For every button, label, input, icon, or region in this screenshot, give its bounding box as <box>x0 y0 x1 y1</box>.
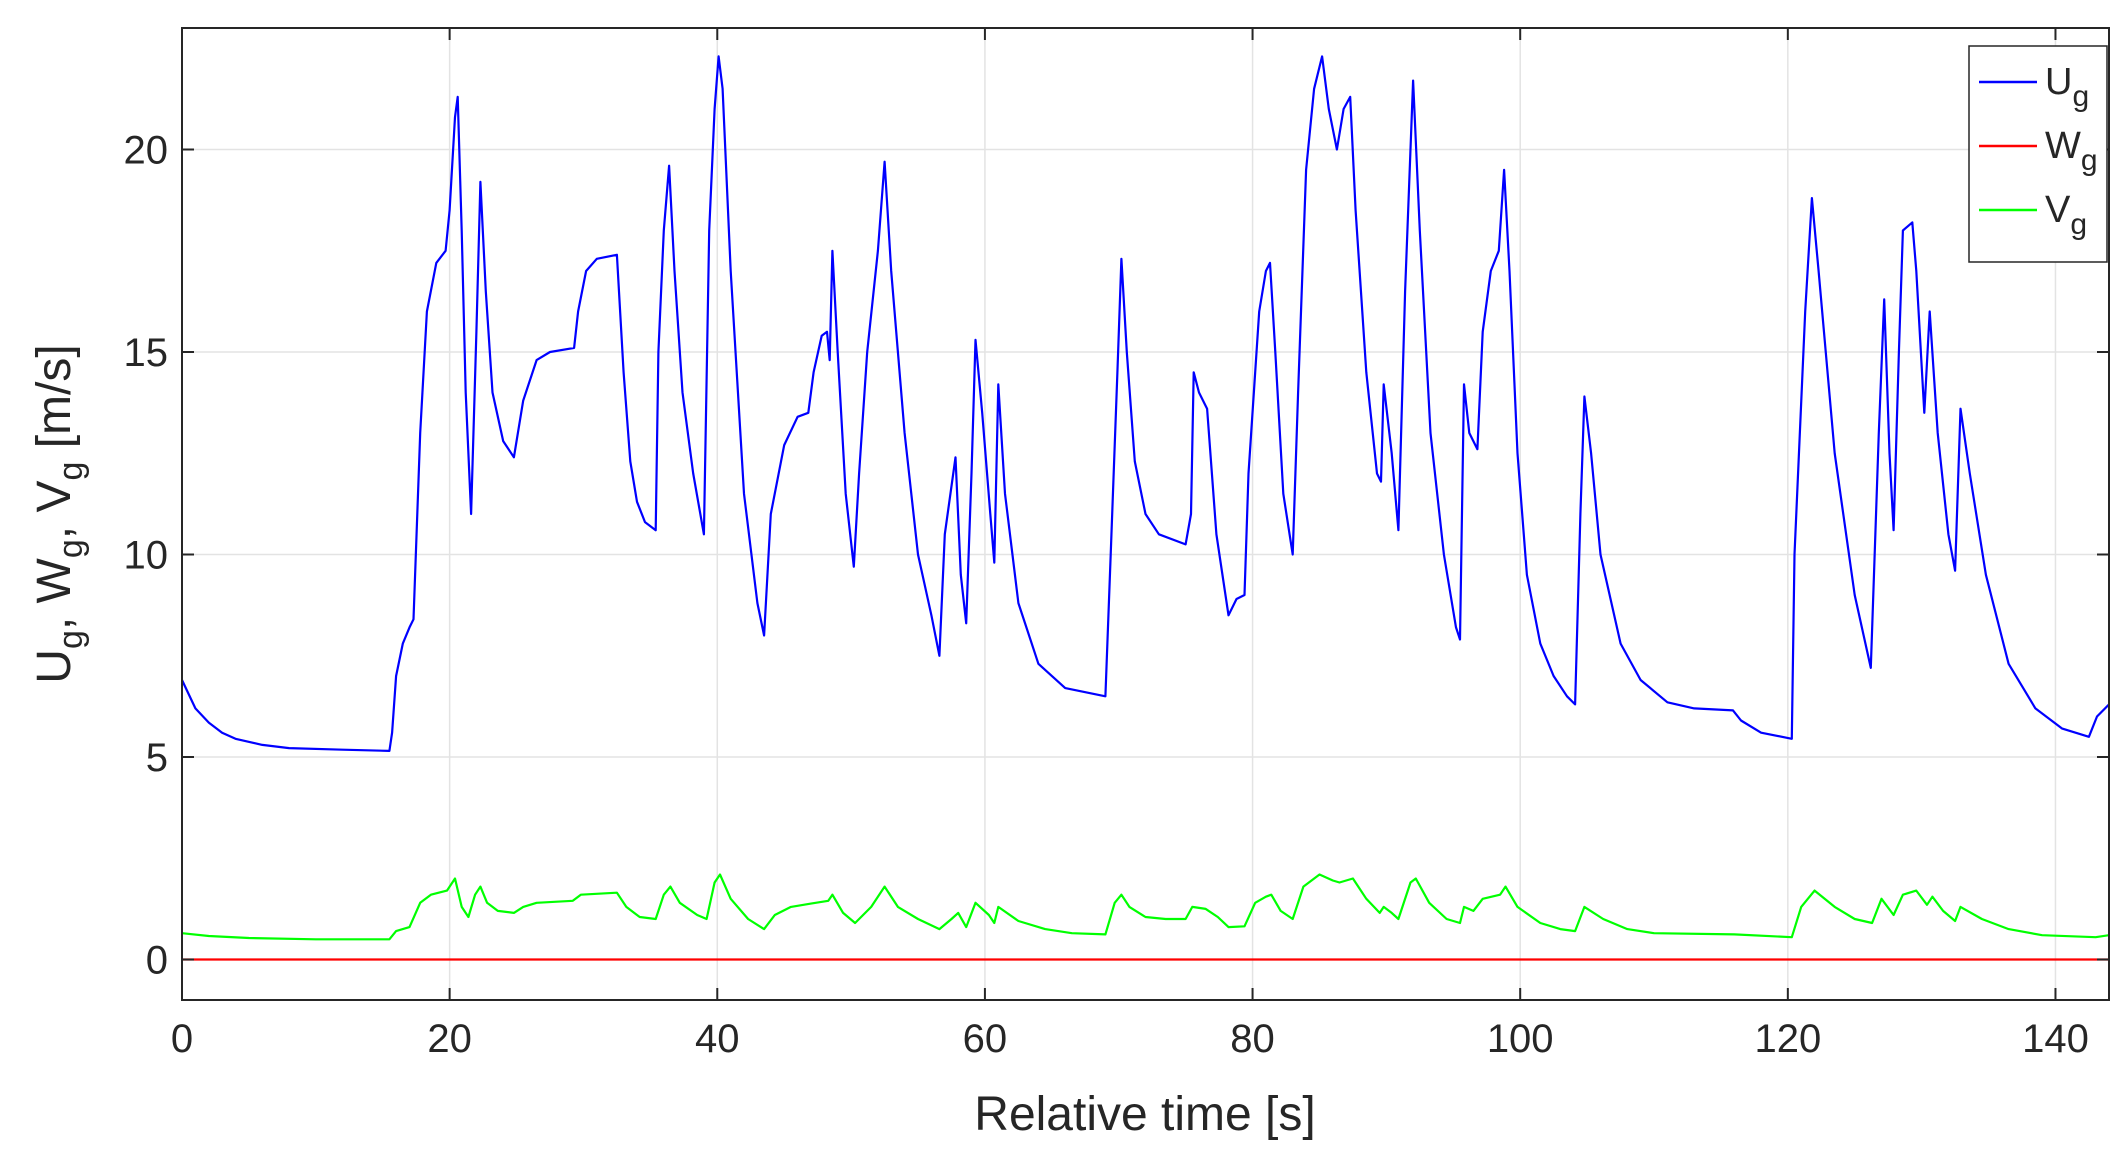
x-tick-label: 60 <box>963 1017 1008 1061</box>
y-tick-label: 10 <box>124 534 169 578</box>
x-tick-label: 40 <box>695 1017 740 1061</box>
x-tick-label: 0 <box>171 1017 193 1061</box>
y-tick-label: 5 <box>146 736 168 780</box>
legend-label: Vg <box>2045 189 2087 241</box>
x-axis-label: Relative time [s] <box>974 1088 1315 1141</box>
y-tick-label: 15 <box>124 331 169 375</box>
x-tick-label: 20 <box>427 1017 472 1061</box>
series-line-Vg <box>182 873 2109 941</box>
legend-label: Ug <box>2045 61 2089 113</box>
y-tick-label: 0 <box>146 939 168 983</box>
legend: Ug Wg Vg <box>1968 45 2108 263</box>
ticks: 0 20 40 60 80 100 120 140 0 5 10 15 20 <box>124 28 2109 1061</box>
series-line-Ug <box>182 55 2109 752</box>
series-layer <box>182 55 2109 961</box>
legend-label: Wg <box>2045 125 2098 177</box>
axes-box <box>181 27 2110 1001</box>
x-tick-label: 80 <box>1230 1017 1275 1061</box>
x-tick-label: 100 <box>1487 1017 1554 1061</box>
x-tick-label: 140 <box>2022 1017 2089 1061</box>
y-axis-label: Ug, Wg, Vg [m/s] <box>28 344 90 683</box>
y-tick-label: 20 <box>124 129 169 173</box>
x-tick-label: 120 <box>1754 1017 1821 1061</box>
